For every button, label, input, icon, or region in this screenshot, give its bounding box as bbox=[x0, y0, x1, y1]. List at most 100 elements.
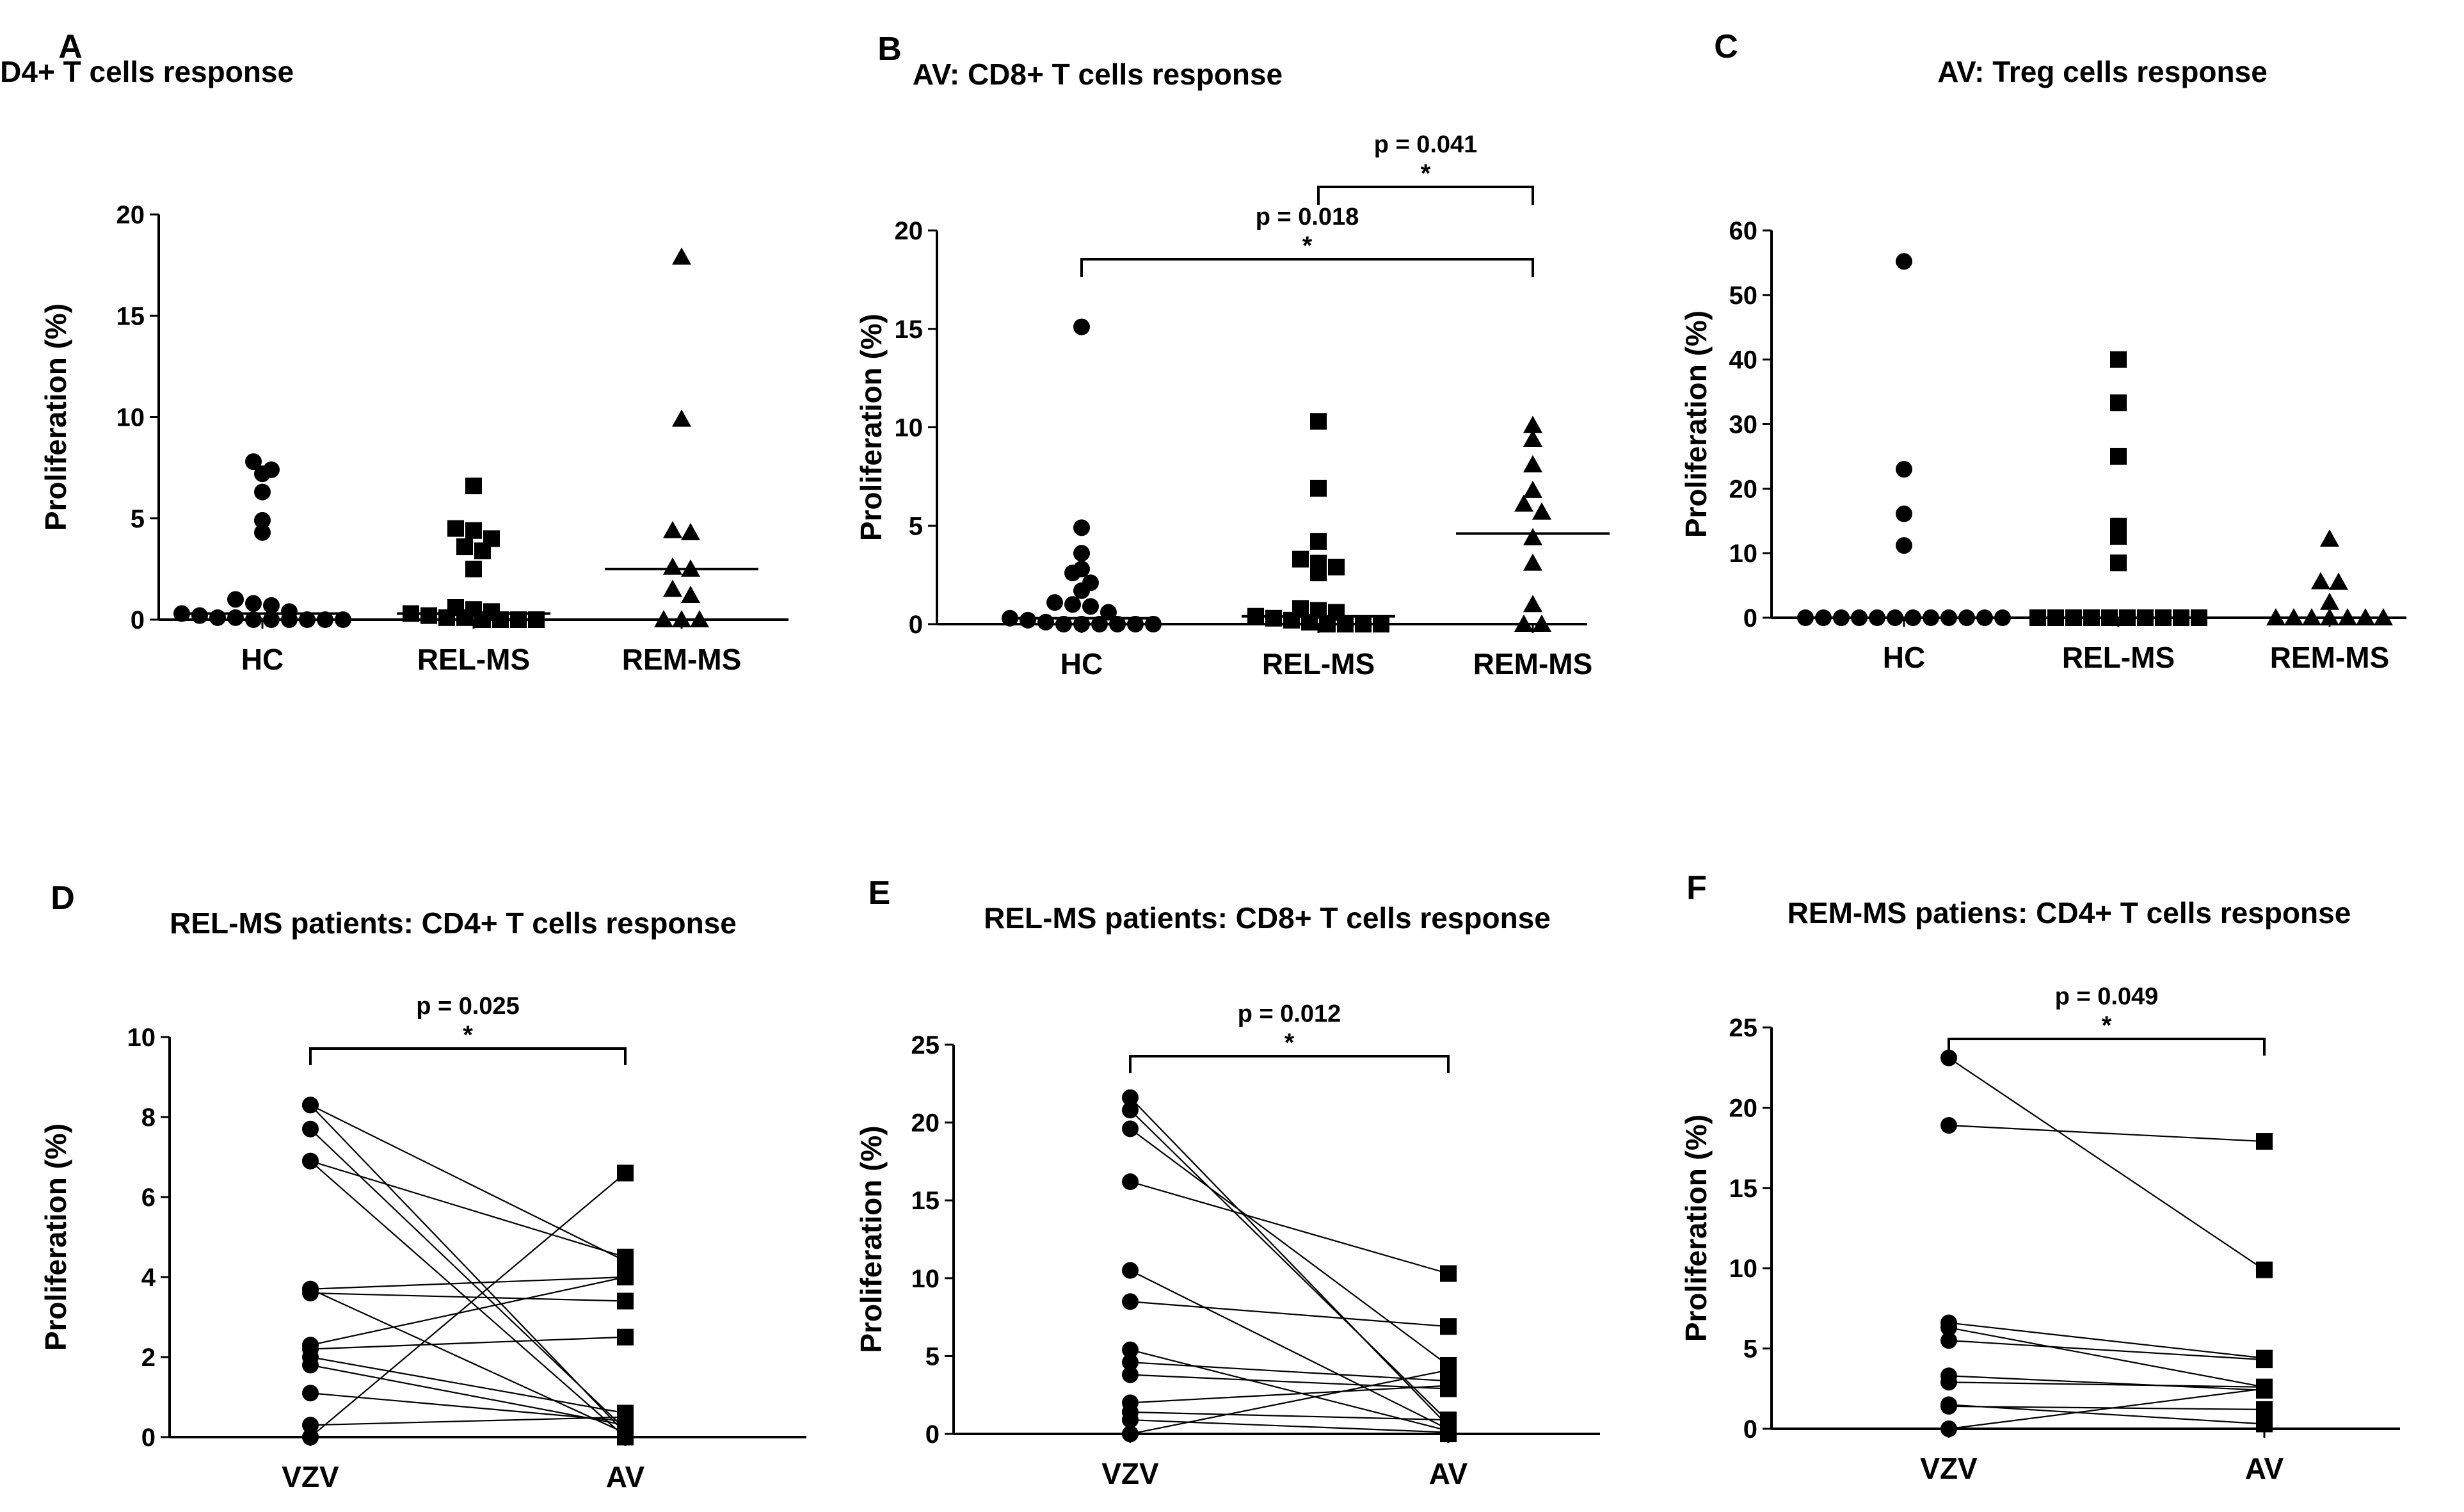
panel-e: E REL-MS patients: CD8+ T cells response 0… bbox=[854, 874, 1600, 1490]
panel-title: REL-MS patients: CD8+ T cells response bbox=[984, 901, 1551, 935]
data-point bbox=[1122, 1354, 1139, 1371]
data-point bbox=[1109, 616, 1126, 632]
data-point bbox=[663, 520, 682, 538]
significance-star: * bbox=[1284, 1029, 1295, 1057]
data-point bbox=[245, 611, 262, 628]
panel-title: AV: CD4+ T cells response bbox=[0, 55, 294, 88]
data-point bbox=[1523, 553, 1542, 571]
data-point bbox=[1940, 1332, 1957, 1349]
y-tick-label: 20 bbox=[895, 217, 924, 245]
data-point bbox=[281, 611, 298, 628]
y-axis-label: Proliferation (%) bbox=[39, 303, 72, 531]
pair-line bbox=[1948, 1404, 2265, 1425]
panel-label: E bbox=[868, 874, 891, 912]
data-point bbox=[302, 1429, 319, 1445]
data-point bbox=[302, 1356, 319, 1374]
data-point bbox=[1073, 519, 1090, 536]
y-axis-label: Proliferation (%) bbox=[1679, 1114, 1713, 1342]
data-point bbox=[191, 607, 208, 624]
y-tick-label: 10 bbox=[1729, 1255, 1758, 1283]
data-point bbox=[456, 538, 473, 556]
data-point bbox=[1020, 611, 1036, 629]
y-tick-label: 0 bbox=[1743, 1415, 1757, 1444]
data-point bbox=[1523, 527, 1542, 545]
data-point bbox=[2256, 1415, 2273, 1433]
panel-label: F bbox=[1686, 869, 1707, 906]
y-tick-label: 10 bbox=[127, 1024, 156, 1052]
data-point bbox=[1073, 616, 1090, 632]
panel-d: D REL-MS patients: CD4+ T cells response 0… bbox=[39, 880, 806, 1493]
data-point bbox=[1122, 1411, 1139, 1429]
data-point bbox=[1523, 415, 1542, 433]
data-point bbox=[2110, 394, 2127, 412]
pair-line bbox=[1130, 1301, 1449, 1328]
x-tick-label: AV bbox=[2245, 1452, 2284, 1485]
data-point bbox=[420, 607, 437, 624]
data-point bbox=[465, 478, 482, 495]
data-point bbox=[1514, 615, 1533, 632]
data-point bbox=[1122, 1366, 1139, 1383]
pair-line bbox=[310, 1128, 626, 1430]
data-point bbox=[1896, 461, 1912, 478]
y-axis-label: Proliferation (%) bbox=[854, 314, 888, 541]
y-tick-label: 6 bbox=[141, 1184, 156, 1212]
y-tick-label: 8 bbox=[141, 1104, 156, 1132]
data-point bbox=[245, 595, 262, 612]
panel-label: B bbox=[877, 31, 902, 68]
pair-line bbox=[1130, 1269, 1449, 1430]
data-point bbox=[302, 1385, 319, 1402]
y-tick-label: 0 bbox=[141, 1424, 156, 1452]
pair-line bbox=[310, 1288, 626, 1434]
pair-line bbox=[310, 1172, 626, 1438]
pair-line bbox=[310, 1356, 626, 1414]
pair-line bbox=[310, 1364, 626, 1426]
data-point bbox=[2320, 592, 2339, 610]
pair-line bbox=[1130, 1362, 1449, 1382]
data-point bbox=[1337, 616, 1354, 632]
pair-line bbox=[310, 1276, 626, 1346]
data-point bbox=[617, 1328, 634, 1346]
data-point bbox=[1940, 1319, 1957, 1336]
y-tick-label: 25 bbox=[911, 1031, 940, 1059]
data-point bbox=[1940, 1116, 1957, 1134]
data-point bbox=[1523, 595, 1542, 613]
y-tick-label: 0 bbox=[925, 1420, 940, 1449]
y-tick-label: 0 bbox=[131, 606, 145, 634]
y-tick-label: 5 bbox=[909, 512, 923, 540]
data-point bbox=[465, 522, 482, 539]
y-tick-label: 60 bbox=[1729, 217, 1758, 245]
data-point bbox=[263, 611, 280, 628]
pair-line bbox=[1130, 1180, 1449, 1275]
significance-star: * bbox=[2102, 1011, 2112, 1040]
y-tick-label: 10 bbox=[895, 414, 924, 442]
y-tick-label: 4 bbox=[141, 1264, 156, 1292]
x-tick-label: AV bbox=[606, 1460, 645, 1493]
pair-line bbox=[1948, 1405, 2265, 1411]
panel-label: C bbox=[1714, 28, 1738, 65]
data-point bbox=[1440, 1362, 1457, 1379]
data-point bbox=[1797, 609, 1814, 626]
y-tick-label: 15 bbox=[911, 1187, 940, 1215]
x-tick-label: REL-MS bbox=[417, 643, 530, 676]
data-point bbox=[2256, 1261, 2273, 1278]
data-point bbox=[254, 524, 271, 541]
x-tick-label: REL-MS bbox=[1262, 647, 1375, 680]
data-point bbox=[1440, 1265, 1457, 1282]
pair-line bbox=[1948, 1388, 2265, 1430]
data-point bbox=[2320, 529, 2339, 547]
data-point bbox=[254, 483, 271, 501]
y-tick-label: 15 bbox=[895, 316, 924, 344]
data-point bbox=[1283, 611, 1300, 629]
data-point bbox=[456, 609, 473, 626]
p-value-label: p = 0.018 bbox=[1256, 204, 1359, 230]
y-tick-label: 20 bbox=[911, 1109, 940, 1138]
x-tick-label: REM-MS bbox=[2270, 641, 2390, 674]
panel-label: D bbox=[51, 880, 75, 917]
data-point bbox=[1091, 616, 1108, 632]
data-point bbox=[1310, 413, 1327, 430]
data-point bbox=[1265, 609, 1282, 627]
y-tick-label: 0 bbox=[1743, 604, 1757, 632]
data-point bbox=[1523, 429, 1542, 447]
data-point bbox=[617, 1292, 634, 1310]
significance-bracket bbox=[1317, 186, 1534, 205]
